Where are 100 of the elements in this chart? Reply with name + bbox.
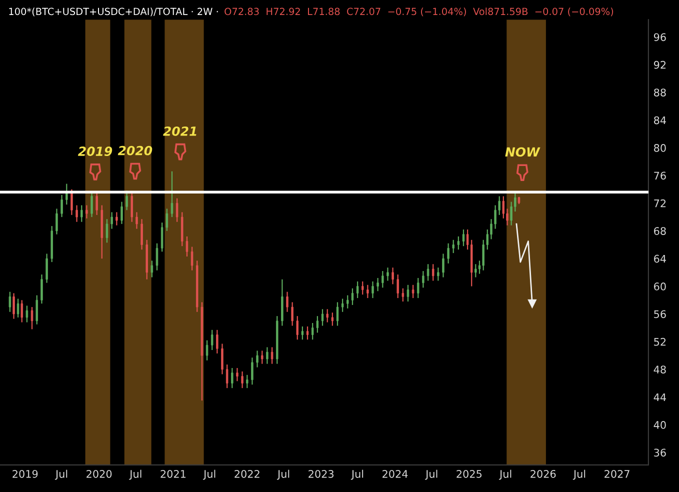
candlestick (502, 196, 505, 219)
candlestick (210, 329, 214, 351)
candlestick (80, 204, 83, 222)
y-tick-label: 48 (654, 366, 666, 374)
candlestick (130, 190, 133, 222)
candlestick (510, 201, 512, 226)
candlestick (386, 267, 389, 282)
candlestick (382, 270, 384, 288)
x-tick-label: Jul (129, 470, 142, 480)
candlestick (12, 292, 15, 320)
candlestick (261, 350, 264, 364)
candlestick (16, 298, 20, 318)
candlestick (221, 343, 224, 375)
candlestick (176, 198, 178, 222)
candlestick (442, 253, 444, 278)
x-tick-label: Jul (350, 470, 364, 480)
annotation: 2019 (78, 146, 112, 156)
x-tick-label: Jul (499, 470, 512, 480)
candlestick (140, 218, 143, 250)
candlestick (8, 291, 12, 312)
candlestick (90, 190, 93, 218)
x-tick-label: Jul (425, 470, 438, 480)
y-tick-label: 88 (654, 88, 666, 96)
candlestick (416, 277, 420, 299)
candlestick (366, 284, 369, 299)
candlestick (216, 329, 218, 354)
x-tick-label: 2025 (456, 470, 482, 478)
candlestick (231, 367, 234, 389)
candlestick (86, 204, 88, 219)
candlestick (457, 236, 460, 250)
y-tick-label: 76 (654, 172, 666, 180)
y-tick-label: 92 (654, 60, 666, 69)
candlestick (406, 284, 410, 302)
candlestick (266, 346, 268, 364)
candlestick (316, 316, 319, 334)
candlestick (412, 284, 414, 299)
x-tick-label: 2021 (160, 470, 186, 478)
candlestick (296, 316, 299, 340)
y-tick-label: 40 (654, 421, 666, 429)
candlestick (372, 280, 374, 299)
candlestick (321, 308, 324, 326)
candlestick (56, 208, 58, 235)
candlestick (70, 188, 73, 216)
candlestick (422, 270, 424, 288)
x-tick-label: 2024 (382, 470, 408, 478)
candlestick (291, 302, 294, 326)
candlestick (361, 280, 364, 296)
candlestick (46, 253, 48, 284)
candlestick (462, 228, 465, 247)
y-tick-label: 60 (654, 282, 666, 290)
candlestick (96, 190, 98, 216)
x-tick-label: 2022 (234, 470, 260, 478)
annotation: NOW (505, 147, 540, 157)
candlestick (251, 357, 254, 386)
candlestick (116, 212, 118, 226)
candlestick (396, 274, 399, 299)
candlestick (170, 170, 174, 218)
x-tick-label: Jul (276, 470, 290, 480)
candlestick (432, 264, 434, 282)
candlestick (26, 305, 28, 323)
candlestick (76, 204, 78, 222)
annotation: 2021 (163, 126, 196, 136)
candlestick (301, 326, 304, 340)
candlestick (376, 277, 379, 292)
candlestick (270, 346, 274, 364)
y-tick-label: 80 (654, 144, 666, 152)
y-tick-label: 64 (654, 254, 666, 263)
candlestick (392, 267, 394, 285)
annotation: 2020 (118, 146, 152, 156)
candlestick (160, 222, 164, 252)
candlestick (120, 201, 123, 225)
candlestick (226, 364, 228, 389)
candlestick (236, 367, 238, 382)
candlestick (346, 294, 349, 309)
candlestick (20, 300, 23, 323)
candlestick (356, 280, 359, 299)
candlestick (447, 242, 450, 264)
candlestick (336, 302, 339, 326)
candlestick (241, 370, 244, 389)
candlestick (66, 183, 68, 206)
candlestick (426, 264, 430, 282)
chart-title: 100*(BTC+USDT+USDC+DAI)/TOTAL · 2W · (9, 8, 218, 16)
x-tick-label: 2026 (530, 470, 556, 478)
candlestick (36, 294, 38, 325)
candlestick (351, 288, 354, 306)
candlestick (402, 288, 404, 302)
candlestick (190, 246, 194, 271)
x-tick-label: Jul (572, 470, 586, 480)
y-tick-label: 96 (654, 33, 666, 42)
candlestick (30, 306, 34, 330)
candlestick (40, 274, 43, 304)
candlestick (256, 350, 258, 368)
candlestick (186, 236, 188, 258)
candlestick (246, 374, 248, 389)
candlestick (156, 242, 158, 271)
candlestick (306, 326, 309, 340)
y-tick-label: 84 (654, 116, 666, 124)
candlestick (206, 340, 208, 361)
candlestick (106, 218, 108, 244)
candlestick (166, 208, 168, 232)
